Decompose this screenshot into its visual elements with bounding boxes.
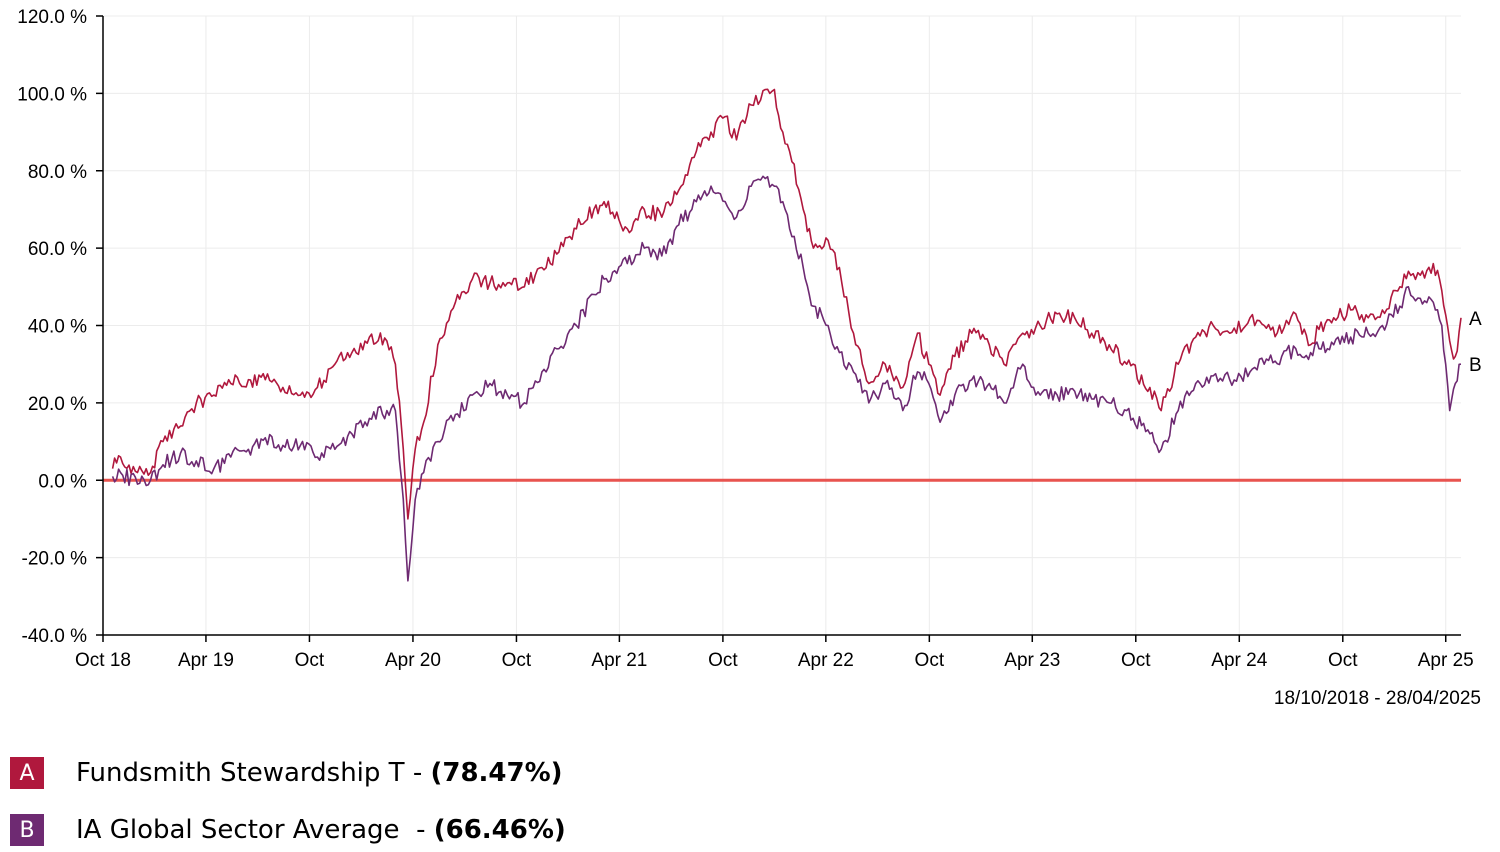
y-tick-label: -40.0 %: [22, 626, 88, 647]
x-tick-label: Oct: [708, 650, 738, 671]
series-end-markers: AB: [1469, 309, 1482, 376]
x-tick-label: Apr 21: [591, 650, 647, 671]
y-axis-ticks: -40.0 % -20.0 % 0.0 % 20.0 % 40.0 % 60.0 % 80.…: [17, 7, 103, 647]
y-tick-label: 40.0 %: [28, 317, 87, 338]
x-tick-label: Oct 18: [75, 650, 131, 671]
legend-separator-b: -: [407, 815, 434, 845]
legend-item-a: A Fundsmith Stewardship T - (78.47%): [10, 757, 563, 789]
x-tick-label: Apr 19: [178, 650, 234, 671]
y-tick-label: 60.0 %: [28, 239, 87, 260]
series-line-b: [111, 175, 1462, 582]
series-line-a: [111, 88, 1462, 520]
date-range-label: 18/10/2018 - 28/04/2025: [1273, 688, 1481, 709]
legend-series-name-b: IA Global Sector Average: [76, 815, 408, 845]
y-tick-label: -20.0 %: [22, 549, 88, 570]
series-end-label-a: A: [1469, 309, 1482, 330]
line-chart: -40.0 % -20.0 % 0.0 % 20.0 % 40.0 % 60.0 % 80.…: [17, 7, 1482, 671]
x-tick-label: Oct: [295, 650, 325, 671]
y-tick-label: 80.0 %: [28, 162, 87, 183]
y-tick-label: 100.0 %: [17, 84, 87, 105]
grid-lines: [103, 15, 1461, 636]
legend-series-name-a: Fundsmith Stewardship T: [76, 758, 405, 788]
y-tick-label: 120.0 %: [17, 7, 87, 28]
legend-badge-b: B: [10, 814, 44, 846]
x-tick-label: Apr 25: [1418, 650, 1474, 671]
x-tick-label: Apr 20: [385, 650, 441, 671]
x-tick-label: Apr 24: [1211, 650, 1267, 671]
legend-badge-a: A: [10, 757, 44, 789]
x-tick-label: Oct: [502, 650, 532, 671]
x-tick-label: Oct: [915, 650, 945, 671]
legend-total-return-a: (78.47%): [430, 758, 563, 788]
legend-separator-a: -: [404, 758, 431, 788]
x-tick-label: Oct: [1328, 650, 1358, 671]
x-tick-label: Oct: [1121, 650, 1151, 671]
x-axis-ticks: Oct 18 Apr 19 Oct Apr 20 Oct Apr 21 Oct Apr 22 O…: [75, 635, 1474, 671]
y-tick-label: 0.0 %: [38, 471, 87, 492]
series-lines: [111, 88, 1462, 582]
legend-item-b: B IA Global Sector Average - (66.46%): [10, 814, 566, 846]
y-tick-label: 20.0 %: [28, 394, 87, 415]
legend-total-return-b: (66.46%): [433, 815, 566, 845]
series-end-label-b: B: [1469, 355, 1482, 376]
x-tick-label: Apr 23: [1004, 650, 1060, 671]
x-tick-label: Apr 22: [798, 650, 854, 671]
